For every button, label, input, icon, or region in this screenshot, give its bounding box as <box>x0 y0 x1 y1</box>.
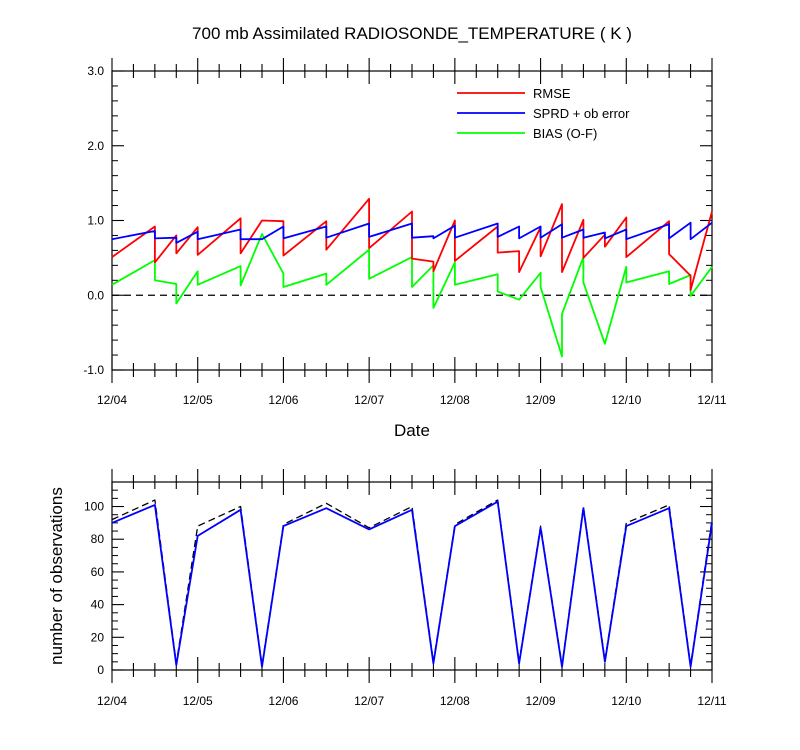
x-tick-label: 12/07 <box>354 694 384 708</box>
legend-label: RMSE <box>533 86 571 101</box>
x-tick-label: 12/08 <box>440 694 470 708</box>
legend: RMSE SPRD + ob error BIAS (O-F) <box>457 86 630 141</box>
y-tick-label: 1.0 <box>87 214 104 228</box>
observations-panel: 12/04 12/05 12/06 12/07 12/08 12/09 12/10 12/11… <box>84 469 727 708</box>
y-tick-label: 0.0 <box>87 288 104 302</box>
chart-title: 700 mb Assimilated RADIOSONDE_TEMPERATUR… <box>192 24 632 43</box>
series-line-bias-o-f <box>111 233 713 358</box>
series-line-sprd-ob-error <box>111 221 713 244</box>
y-tick-label: -1.0 <box>83 363 104 377</box>
x-tick-label: 12/05 <box>183 393 213 407</box>
x-tick-label: 12/06 <box>268 393 298 407</box>
x-tick-label: 12/11 <box>697 393 726 407</box>
y-tick-label: 100 <box>84 500 104 514</box>
y-tick-label: 60 <box>91 565 105 579</box>
x-tick-label: 12/07 <box>354 393 384 407</box>
y-tick-label: 3.0 <box>87 64 104 78</box>
legend-label: BIAS (O-F) <box>533 126 597 141</box>
obs-line-possible <box>111 499 713 666</box>
x-tick-label: 12/10 <box>611 393 641 407</box>
x-tick-label: 12/11 <box>697 694 726 708</box>
y-tick-label: 20 <box>91 630 105 644</box>
y-tick-label: 0 <box>97 663 104 677</box>
x-tick-label: 12/08 <box>440 393 470 407</box>
y-tick-label: 2.0 <box>87 139 104 153</box>
y-axis-label-observations: number of observations <box>47 487 66 665</box>
x-tick-label: 12/10 <box>611 694 641 708</box>
x-tick-label: 12/04 <box>97 694 127 708</box>
y-tick-label: 80 <box>91 532 105 546</box>
x-axis-label: Date <box>394 421 430 440</box>
legend-label: SPRD + ob error <box>533 106 630 121</box>
x-tick-label: 12/05 <box>183 694 213 708</box>
y-tick-label: 40 <box>91 598 105 612</box>
series-line-rmse <box>111 197 713 291</box>
x-tick-label: 12/09 <box>526 393 556 407</box>
x-tick-label: 12/06 <box>268 694 298 708</box>
x-tick-label: 12/04 <box>97 393 127 407</box>
bias-rmse-panel: 12/04 12/05 12/06 12/07 12/08 12/09 12/10 12/11… <box>83 58 727 407</box>
x-tick-label: 12/09 <box>526 694 556 708</box>
obs-line-assimilated <box>111 500 713 668</box>
